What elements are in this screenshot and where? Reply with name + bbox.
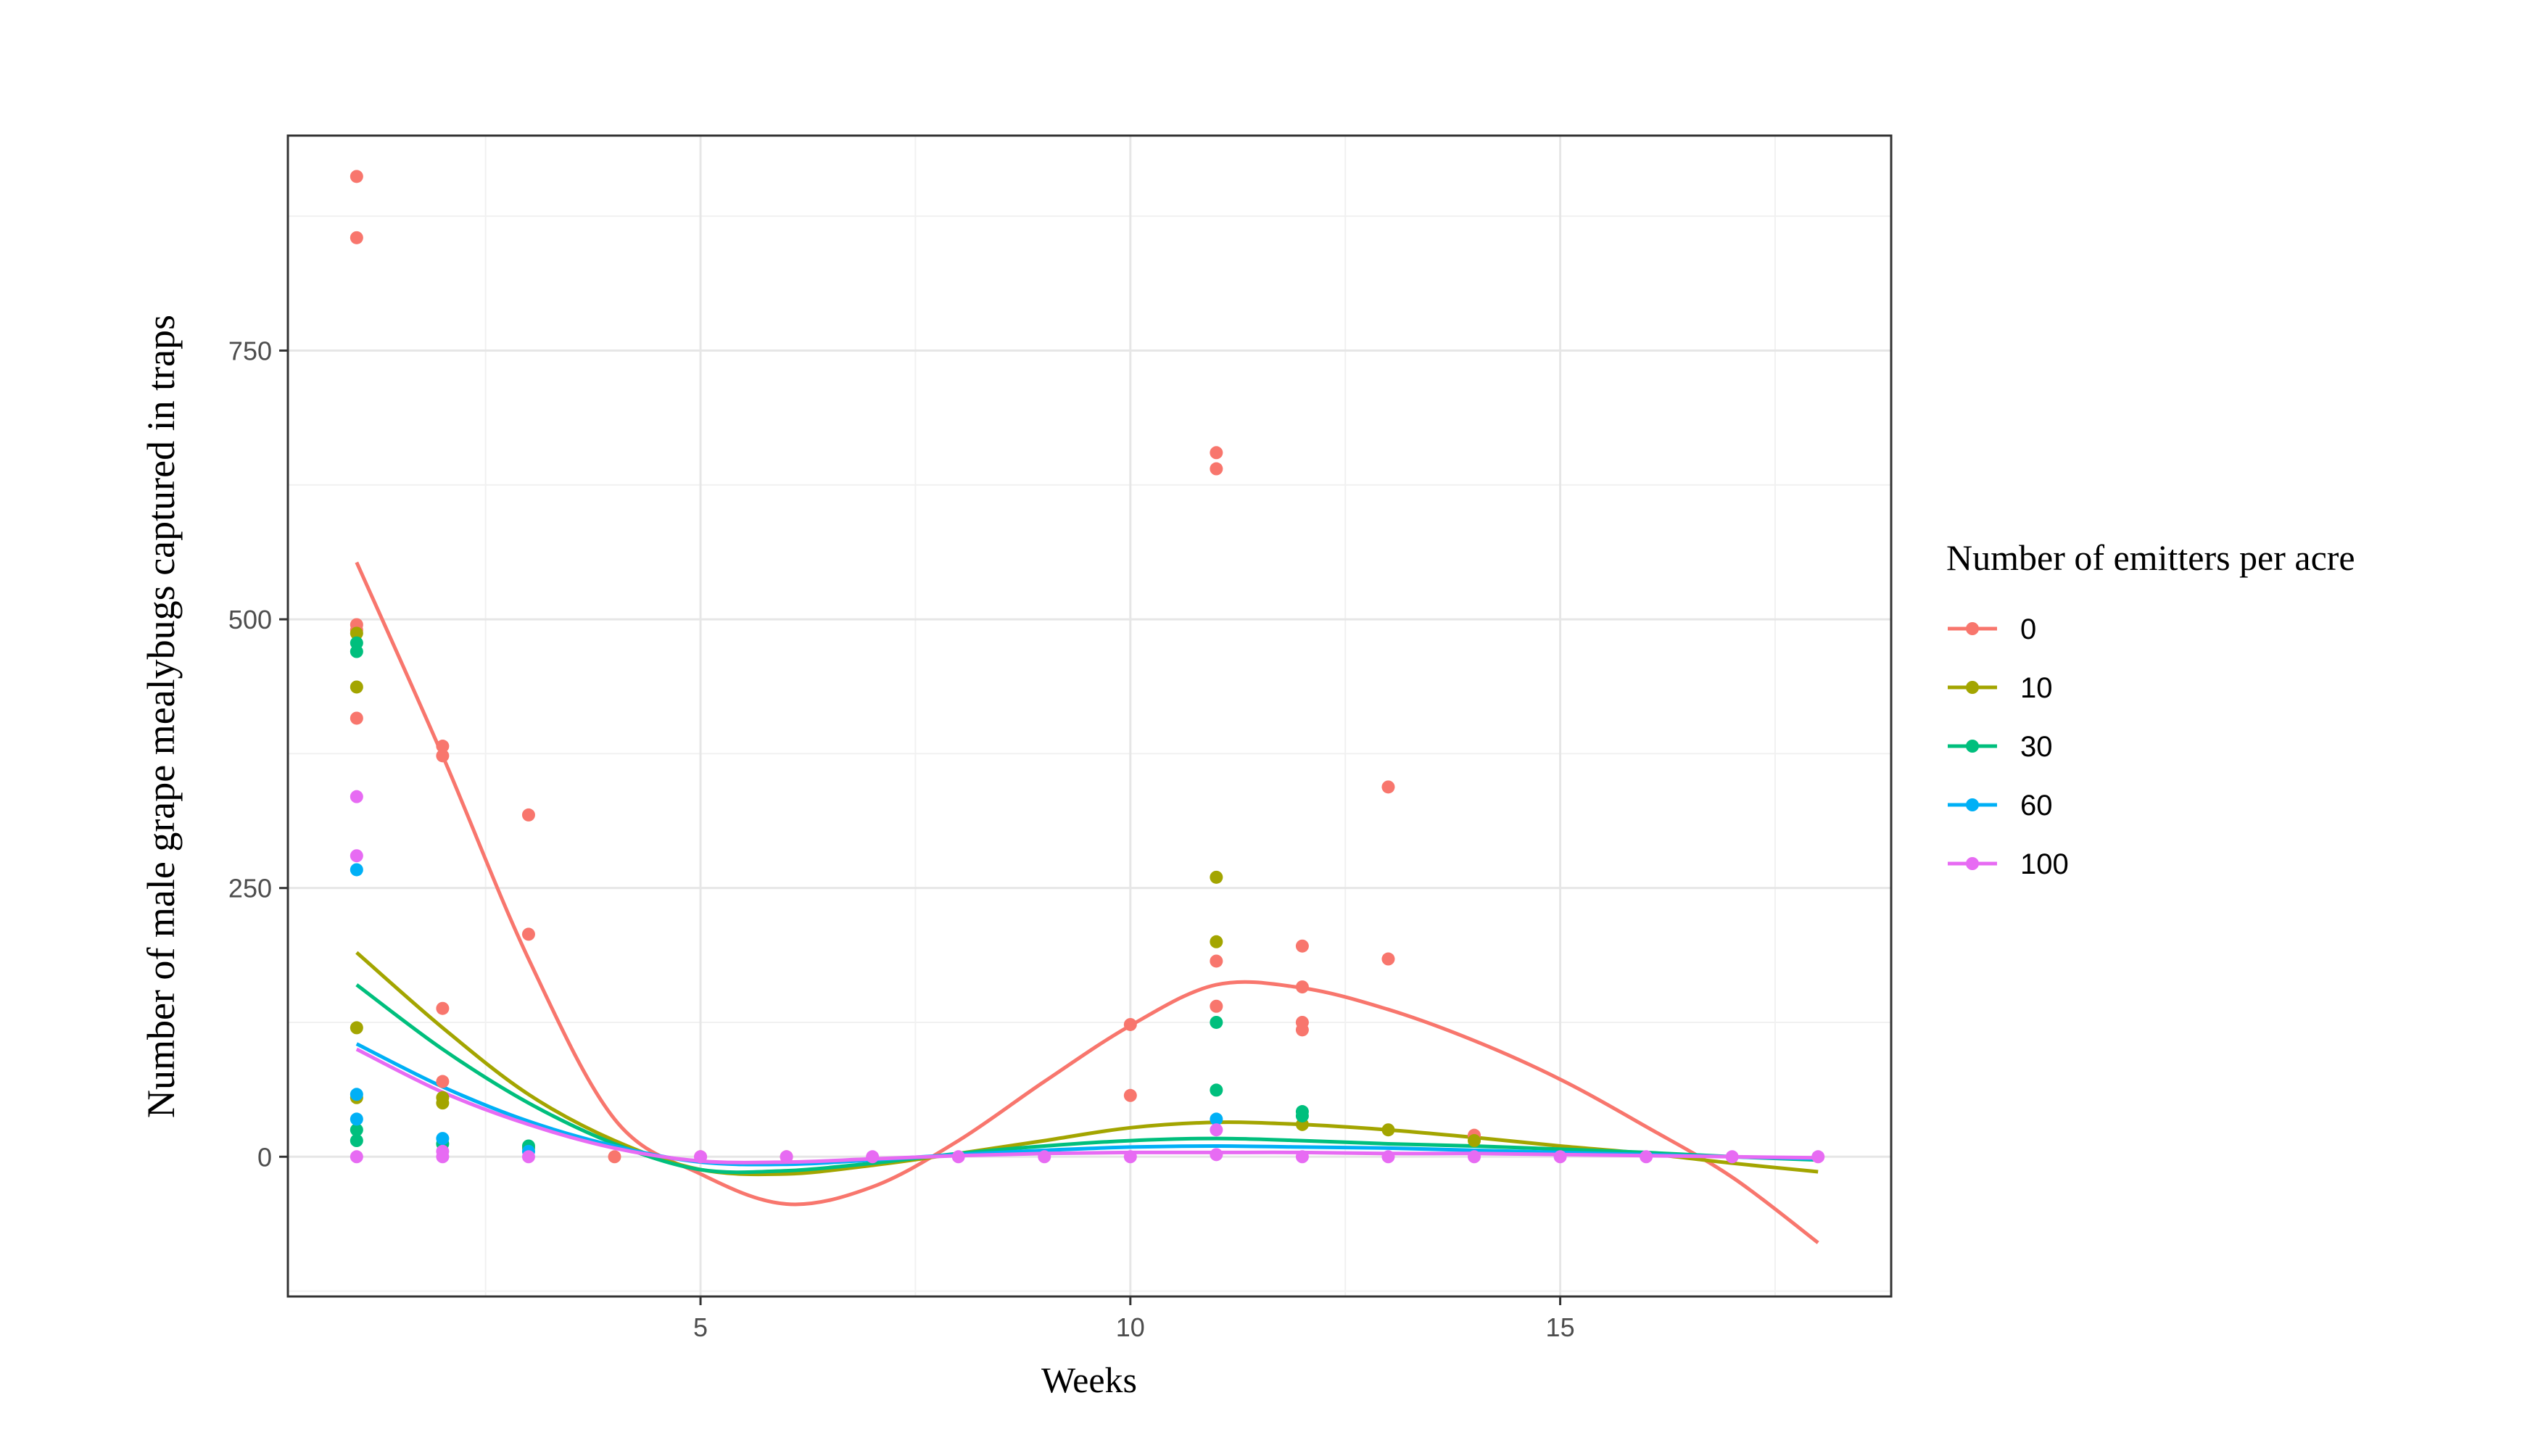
data-point-series-0 — [1381, 952, 1395, 966]
data-point-series-100 — [1725, 1150, 1739, 1164]
y-tick-label: 0 — [257, 1142, 272, 1172]
data-point-series-0 — [1123, 1017, 1137, 1031]
data-point-series-100 — [694, 1150, 708, 1164]
data-point-series-30 — [1210, 1083, 1223, 1097]
data-point-series-0 — [436, 749, 450, 763]
data-point-series-0 — [436, 740, 450, 753]
data-point-series-0 — [1210, 462, 1223, 476]
y-tick-label: 250 — [228, 874, 272, 903]
data-point-series-60 — [436, 1132, 450, 1146]
data-point-series-10 — [436, 1096, 450, 1110]
data-point-series-0 — [350, 711, 363, 725]
legend-key-point — [1966, 798, 1979, 811]
data-point-series-10 — [350, 680, 363, 694]
x-axis: 5 10 15 — [693, 1296, 1575, 1342]
x-axis-title: Weeks — [1041, 1360, 1137, 1400]
data-point-series-100 — [1640, 1150, 1653, 1164]
data-point-series-100 — [350, 1150, 363, 1164]
y-tick-label: 500 — [228, 605, 272, 634]
data-point-series-10 — [1210, 935, 1223, 948]
y-axis-title: Number of male grape mealybugs captured … — [139, 315, 183, 1118]
data-point-series-100 — [1210, 1148, 1223, 1162]
data-point-series-0 — [1123, 1088, 1137, 1102]
data-point-series-0 — [1210, 999, 1223, 1013]
grid-layer — [288, 136, 1891, 1296]
legend-key-point — [1966, 740, 1979, 753]
data-point-series-100 — [1123, 1150, 1137, 1164]
legend-item-100: 100 — [1948, 848, 2069, 880]
legend-label: 10 — [2020, 672, 2053, 704]
data-point-series-30 — [1295, 1109, 1309, 1122]
trend-line-series-10 — [355, 951, 1819, 1177]
data-point-series-100 — [1210, 1123, 1223, 1137]
data-point-series-10 — [1468, 1134, 1481, 1148]
trend-line-series-30 — [355, 983, 1819, 1175]
data-point-series-0 — [436, 1001, 450, 1015]
data-point-series-100 — [436, 1150, 450, 1164]
data-point-series-0 — [521, 808, 535, 822]
legend-title: Number of emitters per acre — [1946, 537, 2355, 578]
scatter-points — [350, 170, 1825, 1164]
legend: Number of emitters per acre 0 10 30 60 100 — [1946, 537, 2355, 880]
data-point-series-30 — [350, 645, 363, 658]
data-point-series-0 — [608, 1150, 621, 1164]
legend-key-point — [1966, 622, 1979, 635]
data-point-series-100 — [866, 1150, 880, 1164]
legend-item-60: 60 — [1948, 790, 2053, 822]
data-point-series-0 — [1210, 446, 1223, 460]
x-tick-label: 15 — [1546, 1312, 1575, 1342]
data-point-series-30 — [350, 1123, 363, 1137]
data-point-series-10 — [350, 626, 363, 640]
x-tick-label: 5 — [693, 1312, 708, 1342]
legend-label: 60 — [2020, 790, 2053, 822]
data-point-series-100 — [1295, 1150, 1309, 1164]
data-point-series-30 — [350, 1134, 363, 1148]
data-point-series-100 — [780, 1150, 793, 1164]
data-point-series-0 — [521, 927, 535, 941]
data-point-series-30 — [1210, 1015, 1223, 1029]
data-point-series-10 — [350, 1021, 363, 1035]
data-point-series-60 — [350, 863, 363, 877]
data-point-series-100 — [951, 1150, 965, 1164]
data-point-series-10 — [1210, 870, 1223, 884]
legend-key-point — [1966, 681, 1979, 694]
data-point-series-100 — [1468, 1150, 1481, 1164]
legend-label: 100 — [2020, 848, 2069, 880]
legend-item-10: 10 — [1948, 672, 2053, 704]
data-point-series-0 — [350, 231, 363, 244]
data-point-series-0 — [1295, 980, 1309, 994]
data-point-series-100 — [1038, 1150, 1051, 1164]
legend-label: 0 — [2020, 613, 2036, 645]
trend-line-series-60 — [355, 1042, 1819, 1167]
data-point-series-60 — [350, 1088, 363, 1101]
plot-panel-border — [286, 134, 1893, 1298]
legend-key-point — [1966, 857, 1979, 870]
data-point-series-0 — [1210, 954, 1223, 968]
plot-panel — [288, 136, 1891, 1296]
legend-label: 30 — [2020, 731, 2053, 763]
data-point-series-0 — [1295, 939, 1309, 953]
data-point-series-100 — [1811, 1150, 1825, 1164]
legend-item-30: 30 — [1948, 731, 2053, 763]
data-point-series-100 — [350, 849, 363, 863]
legend-items: 0 10 30 60 100 — [1948, 613, 2069, 880]
trend-line-series-0 — [355, 561, 1819, 1244]
data-point-series-0 — [350, 170, 363, 183]
data-point-series-100 — [1553, 1150, 1567, 1164]
data-point-series-100 — [1381, 1150, 1395, 1164]
data-point-series-0 — [1295, 1023, 1309, 1037]
y-tick-label: 750 — [228, 336, 272, 365]
data-point-series-100 — [350, 790, 363, 803]
data-point-series-100 — [521, 1150, 535, 1164]
y-axis: 0 250 500 750 — [228, 336, 288, 1172]
data-point-series-0 — [1381, 780, 1395, 794]
legend-item-0: 0 — [1948, 613, 2036, 645]
data-point-series-10 — [1381, 1123, 1395, 1137]
x-tick-label: 10 — [1116, 1312, 1145, 1342]
data-point-series-0 — [436, 1075, 450, 1088]
data-point-series-60 — [1210, 1112, 1223, 1126]
data-point-series-60 — [350, 1112, 363, 1126]
